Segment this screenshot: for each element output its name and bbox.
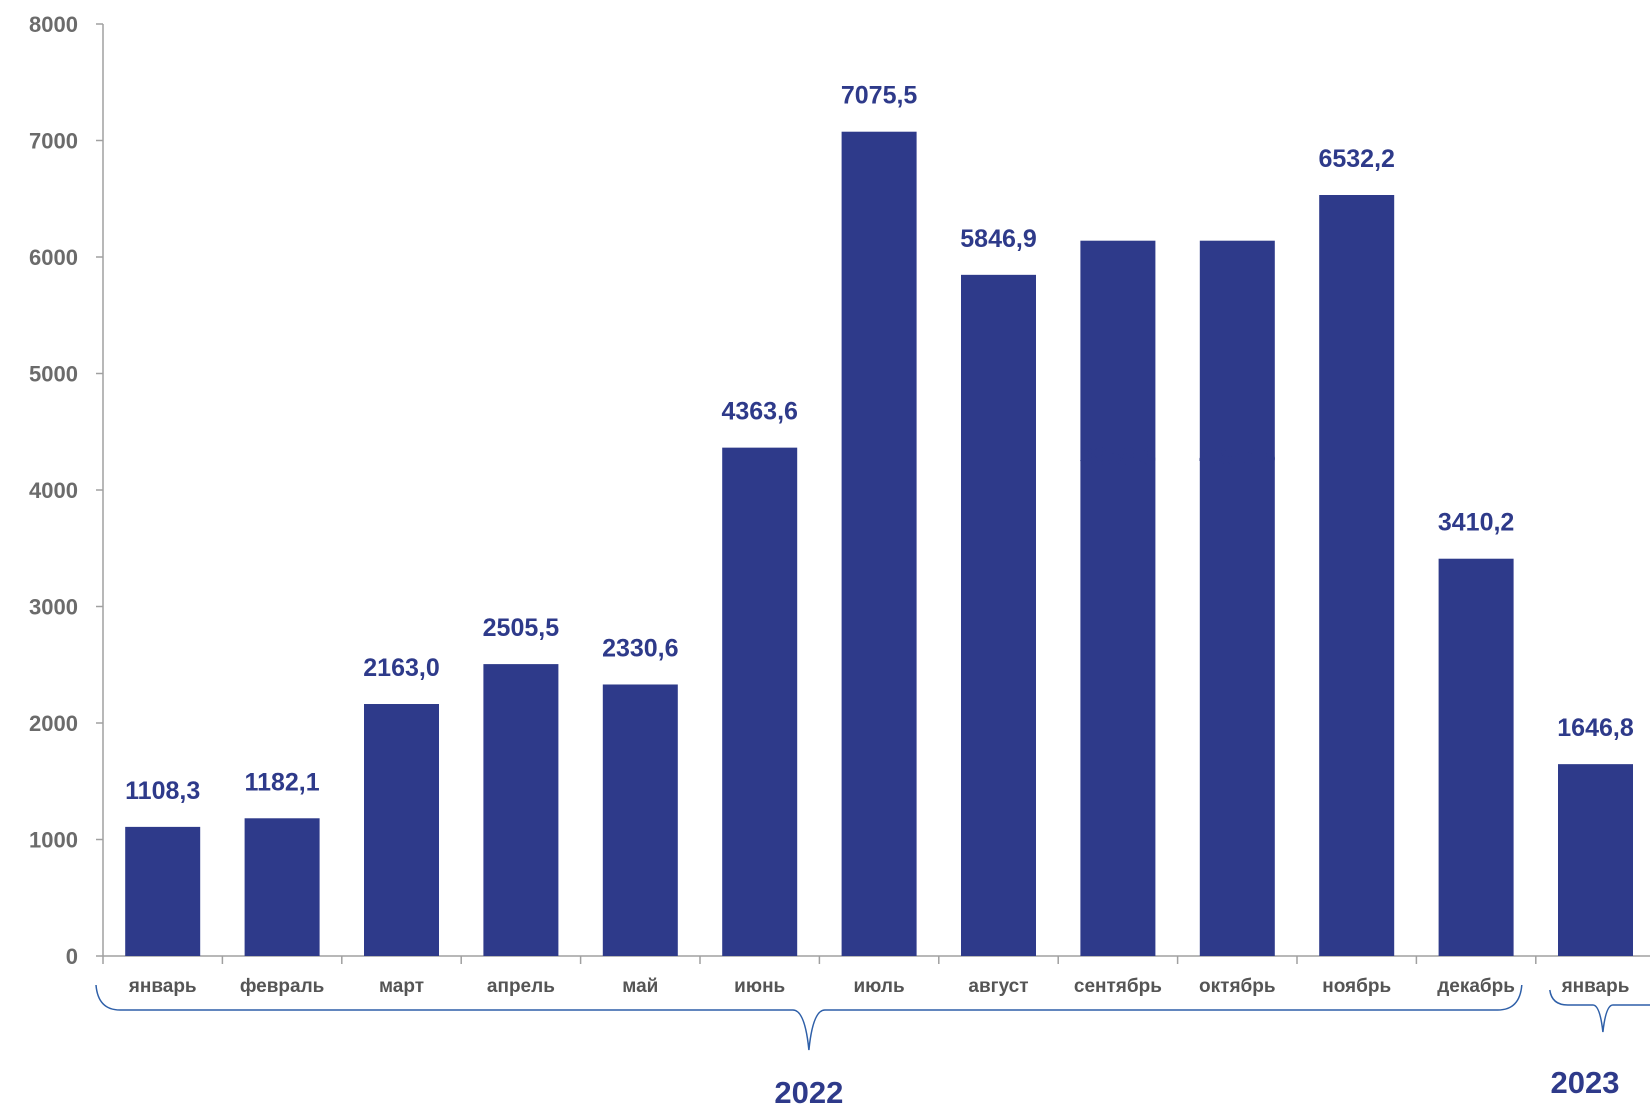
x-tick-label: март [379, 976, 424, 997]
data-label: 4363,6 [721, 398, 797, 426]
x-tick-label: август [968, 976, 1028, 997]
y-tick-label: 2000 [29, 711, 78, 736]
bar [602, 684, 678, 956]
data-label: 5846,9 [960, 225, 1036, 253]
bar [841, 131, 917, 957]
data-label: 6532,2 [1318, 145, 1394, 173]
bar [722, 447, 798, 956]
bar [125, 826, 201, 956]
x-tick-label: январь [128, 976, 197, 997]
x-tick-label: апрель [487, 976, 555, 997]
year-brace [1549, 989, 1650, 1033]
x-tick-label: октябрь [1199, 976, 1276, 997]
value-labels: 1108,3 1182,1 2163,0 2505,5 2330,6 4363,6 7075… [125, 82, 1634, 805]
bar [961, 274, 1036, 956]
y-tick-label: 4000 [29, 478, 78, 503]
data-label: 2505,5 [483, 614, 560, 642]
y-tick-label: 7000 [29, 129, 78, 154]
y-tick-label: 8000 [29, 12, 78, 37]
x-tick-label: май [622, 976, 658, 997]
data-label: 1108,3 [125, 777, 200, 805]
year-label: 2022 [774, 1075, 843, 1110]
x-tick-label: январь [1561, 976, 1630, 997]
bar [1438, 558, 1514, 956]
bar [1080, 240, 1156, 956]
bars [125, 131, 1633, 957]
year-label: 2023 [1551, 1065, 1620, 1100]
data-label: 1182,1 [245, 768, 320, 796]
y-tick-label: 1000 [29, 828, 78, 853]
x-tick-label: июнь [734, 976, 785, 997]
bar [1558, 764, 1633, 956]
data-label: 7075,5 [841, 82, 918, 110]
y-tick-label: 6000 [29, 245, 78, 270]
y-tick-label: 3000 [29, 595, 78, 620]
bar [364, 704, 439, 956]
data-label: 4357,5 [1199, 442, 1276, 470]
bar [483, 664, 559, 956]
y-tick-label: 5000 [29, 362, 78, 387]
x-tick-label: декабрь [1437, 976, 1515, 997]
x-tick-label: февраль [240, 976, 325, 997]
x-tick-label: ноябрь [1322, 976, 1391, 997]
x-tick-label: сентябрь [1074, 976, 1162, 997]
x-tick-label: июль [854, 976, 905, 997]
data-label: 1646,8 [1557, 714, 1634, 742]
y-tick-label: 0 [66, 944, 78, 969]
data-label: 2163,0 [363, 654, 439, 682]
data-label: 3958,6 [1080, 443, 1156, 471]
y-axis: 0 1000 2000 3000 4000 5000 6000 7000 8000 [29, 12, 104, 969]
bar [1199, 240, 1275, 956]
year-brace [95, 984, 1523, 1051]
category-labels: январь февраль март апрель май июнь июль август… [128, 976, 1630, 997]
bar [244, 818, 320, 956]
data-label: 3410,2 [1438, 509, 1514, 537]
data-label: 2330,6 [602, 634, 678, 662]
year-braces: 2022 2023 [95, 984, 1650, 1110]
bar [1319, 194, 1395, 956]
x-axis [102, 955, 1650, 964]
